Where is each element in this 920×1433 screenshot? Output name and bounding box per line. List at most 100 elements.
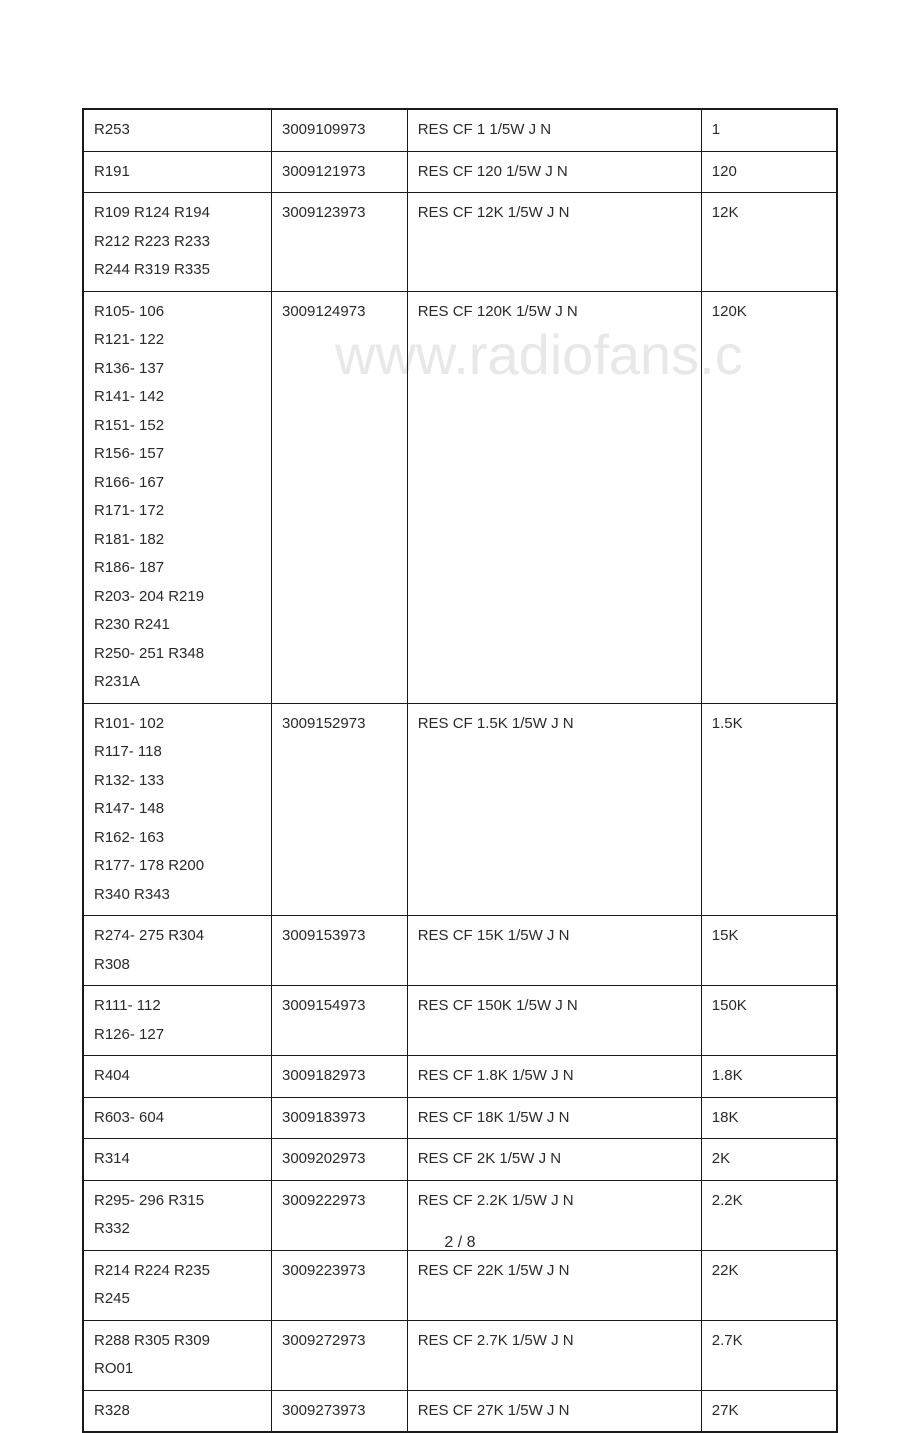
cell-value: 15K bbox=[701, 916, 837, 986]
cell-partno: 3009124973 bbox=[272, 291, 408, 703]
cell-description: RES CF 27K 1/5W J N bbox=[407, 1390, 701, 1432]
cell-refdes: R191 bbox=[83, 151, 272, 193]
cell-description: RES CF 2.2K 1/5W J N bbox=[407, 1180, 701, 1250]
refdes-line: R274- 275 R304 bbox=[94, 922, 261, 951]
refdes-line: R244 R319 R335 bbox=[94, 256, 261, 285]
cell-value: 1 bbox=[701, 109, 837, 151]
refdes-line: R166- 167 bbox=[94, 469, 261, 498]
table-row: R295- 296 R315R3323009222973RES CF 2.2K … bbox=[83, 1180, 837, 1250]
table-row: R404 3009182973RES CF 1.8K 1/5W J N1.8K bbox=[83, 1056, 837, 1098]
refdes-line: R191 bbox=[94, 158, 261, 187]
refdes-line: R314 bbox=[94, 1145, 261, 1174]
refdes-line: R171- 172 bbox=[94, 497, 261, 526]
refdes-line: R231A bbox=[94, 668, 261, 697]
cell-refdes: R274- 275 R304R308 bbox=[83, 916, 272, 986]
cell-refdes: R111- 112R126- 127 bbox=[83, 986, 272, 1056]
refdes-line: R214 R224 R235 bbox=[94, 1257, 261, 1286]
cell-partno: 3009152973 bbox=[272, 703, 408, 916]
refdes-line: R177- 178 R200 bbox=[94, 852, 261, 881]
cell-partno: 3009273973 bbox=[272, 1390, 408, 1432]
cell-description: RES CF 120K 1/5W J N bbox=[407, 291, 701, 703]
cell-refdes: R105- 106R121- 122R136- 137R141- 142R151… bbox=[83, 291, 272, 703]
refdes-line: R288 R305 R309 bbox=[94, 1327, 261, 1356]
refdes-line: R308 bbox=[94, 951, 261, 980]
cell-value: 1.8K bbox=[701, 1056, 837, 1098]
cell-partno: 3009121973 bbox=[272, 151, 408, 193]
table-row: R111- 112R126- 1273009154973RES CF 150K … bbox=[83, 986, 837, 1056]
cell-value: 22K bbox=[701, 1250, 837, 1320]
table-row: R288 R305 R309RO013009272973RES CF 2.7K … bbox=[83, 1320, 837, 1390]
cell-refdes: R109 R124 R194R212 R223 R233R244 R319 R3… bbox=[83, 193, 272, 292]
refdes-line: R603- 604 bbox=[94, 1104, 261, 1133]
cell-description: RES CF 1.8K 1/5W J N bbox=[407, 1056, 701, 1098]
parts-table: R253 3009109973RES CF 1 1/5W J N1 R191 3009… bbox=[82, 108, 838, 1433]
refdes-line: R186- 187 bbox=[94, 554, 261, 583]
cell-value: 12K bbox=[701, 193, 837, 292]
refdes-line: R245 bbox=[94, 1285, 261, 1314]
cell-description: RES CF 18K 1/5W J N bbox=[407, 1097, 701, 1139]
table-row: R214 R224 R235R2453009223973RES CF 22K 1… bbox=[83, 1250, 837, 1320]
cell-partno: 3009153973 bbox=[272, 916, 408, 986]
cell-partno: 3009109973 bbox=[272, 109, 408, 151]
refdes-line: R230 R241 bbox=[94, 611, 261, 640]
cell-partno: 3009222973 bbox=[272, 1180, 408, 1250]
table-row: R101- 102R117- 118R132- 133R147- 148R162… bbox=[83, 703, 837, 916]
refdes-line: R141- 142 bbox=[94, 383, 261, 412]
refdes-line: R156- 157 bbox=[94, 440, 261, 469]
refdes-line: R328 bbox=[94, 1397, 261, 1426]
refdes-line: R404 bbox=[94, 1062, 261, 1091]
refdes-line: R151- 152 bbox=[94, 412, 261, 441]
cell-description: RES CF 2K 1/5W J N bbox=[407, 1139, 701, 1181]
cell-partno: 3009272973 bbox=[272, 1320, 408, 1390]
cell-refdes: R101- 102R117- 118R132- 133R147- 148R162… bbox=[83, 703, 272, 916]
cell-description: RES CF 15K 1/5W J N bbox=[407, 916, 701, 986]
refdes-line: R340 R343 bbox=[94, 881, 261, 910]
refdes-line: R121- 122 bbox=[94, 326, 261, 355]
refdes-line: R126- 127 bbox=[94, 1021, 261, 1050]
cell-partno: 3009154973 bbox=[272, 986, 408, 1056]
refdes-line: R212 R223 R233 bbox=[94, 228, 261, 257]
refdes-line: R105- 106 bbox=[94, 298, 261, 327]
refdes-line: R101- 102 bbox=[94, 710, 261, 739]
cell-value: 2.7K bbox=[701, 1320, 837, 1390]
cell-value: 150K bbox=[701, 986, 837, 1056]
table-row: R274- 275 R304R3083009153973RES CF 15K 1… bbox=[83, 916, 837, 986]
parts-table-body: R253 3009109973RES CF 1 1/5W J N1 R191 3009… bbox=[83, 109, 837, 1432]
table-row: R328 3009273973RES CF 27K 1/5W J N27K bbox=[83, 1390, 837, 1432]
table-row: R1913009121973RES CF 120 1/5W J N120 bbox=[83, 151, 837, 193]
cell-description: RES CF 150K 1/5W J N bbox=[407, 986, 701, 1056]
refdes-line: R136- 137 bbox=[94, 355, 261, 384]
refdes-line: R109 R124 R194 bbox=[94, 199, 261, 228]
cell-description: RES CF 1 1/5W J N bbox=[407, 109, 701, 151]
refdes-line: R162- 163 bbox=[94, 824, 261, 853]
cell-description: RES CF 1.5K 1/5W J N bbox=[407, 703, 701, 916]
cell-partno: 3009123973 bbox=[272, 193, 408, 292]
cell-value: 18K bbox=[701, 1097, 837, 1139]
cell-value: 2K bbox=[701, 1139, 837, 1181]
cell-value: 1.5K bbox=[701, 703, 837, 916]
cell-refdes: R314 bbox=[83, 1139, 272, 1181]
refdes-line: R250- 251 R348 bbox=[94, 640, 261, 669]
refdes-line: R111- 112 bbox=[94, 992, 261, 1021]
table-row: R105- 106R121- 122R136- 137R141- 142R151… bbox=[83, 291, 837, 703]
cell-partno: 3009183973 bbox=[272, 1097, 408, 1139]
cell-refdes: R328 bbox=[83, 1390, 272, 1432]
refdes-line: R132- 133 bbox=[94, 767, 261, 796]
cell-partno: 3009182973 bbox=[272, 1056, 408, 1098]
table-row: R603- 604 3009183973RES CF 18K 1/5W J N18… bbox=[83, 1097, 837, 1139]
cell-refdes: R214 R224 R235R245 bbox=[83, 1250, 272, 1320]
cell-description: RES CF 22K 1/5W J N bbox=[407, 1250, 701, 1320]
cell-partno: 3009202973 bbox=[272, 1139, 408, 1181]
cell-refdes: R288 R305 R309RO01 bbox=[83, 1320, 272, 1390]
refdes-line: R332 bbox=[94, 1215, 261, 1244]
cell-refdes: R404 bbox=[83, 1056, 272, 1098]
cell-partno: 3009223973 bbox=[272, 1250, 408, 1320]
cell-value: 27K bbox=[701, 1390, 837, 1432]
refdes-line: R147- 148 bbox=[94, 795, 261, 824]
cell-refdes: R603- 604 bbox=[83, 1097, 272, 1139]
refdes-line: R253 bbox=[94, 116, 261, 145]
cell-description: RES CF 120 1/5W J N bbox=[407, 151, 701, 193]
cell-refdes: R295- 296 R315R332 bbox=[83, 1180, 272, 1250]
document-page: www.radiofans.c R2533009109973RES CF 1 1… bbox=[0, 0, 920, 1302]
refdes-line: R181- 182 bbox=[94, 526, 261, 555]
